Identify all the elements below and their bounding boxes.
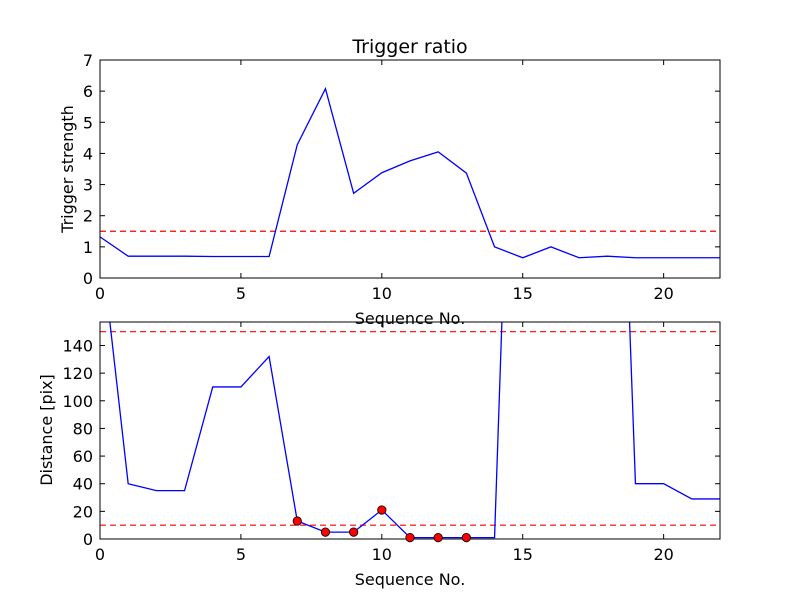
data-marker <box>405 533 415 543</box>
x-tick-label: 5 <box>236 545 246 564</box>
x-tick-label: 5 <box>236 284 246 303</box>
y-tick-label: 0 <box>83 269 93 288</box>
x-tick-label: 20 <box>653 545 673 564</box>
y-tick-label: 6 <box>83 82 93 101</box>
data-marker <box>433 533 443 543</box>
y-tick-label: 1 <box>83 238 93 257</box>
y-tick-label: 40 <box>73 475 93 494</box>
y-tick-label: 120 <box>62 364 93 383</box>
y-tick-label: 5 <box>83 113 93 132</box>
trigger-ratio-plot: Trigger ratio 0 5 10 15 20 0 1 2 3 4 5 6 7 Sequence … <box>58 36 721 328</box>
y-tick-label: 140 <box>62 336 93 355</box>
y-tick-label: 4 <box>83 144 93 163</box>
y-tick-label: 60 <box>73 447 93 466</box>
x-tick-label: 10 <box>372 545 392 564</box>
y-tick-label: 2 <box>83 207 93 226</box>
plot-frame <box>99 59 721 279</box>
series-line <box>109 322 720 539</box>
top-axis-ticks: 0 5 10 15 20 0 1 2 3 4 5 6 7 <box>83 51 720 303</box>
x-axis-label: Sequence No. <box>355 309 466 328</box>
x-tick-label: 0 <box>95 284 105 303</box>
y-axis-label: Trigger strength <box>58 105 77 234</box>
x-tick-label: 10 <box>372 284 392 303</box>
plot-frame <box>99 321 721 540</box>
top-plot-lines <box>100 86 720 259</box>
series-line <box>100 86 720 259</box>
y-tick-label: 7 <box>83 51 93 70</box>
data-marker <box>377 505 387 515</box>
bottom-plot-lines <box>100 322 720 539</box>
data-marker <box>349 527 359 537</box>
data-marker <box>292 516 302 526</box>
bottom-markers <box>292 505 471 543</box>
x-tick-label: 15 <box>513 284 533 303</box>
y-axis-label: Distance [pix] <box>37 374 56 486</box>
data-marker <box>320 527 331 537</box>
chart-title: Trigger ratio <box>351 36 467 58</box>
y-tick-label: 80 <box>73 419 93 438</box>
x-tick-label: 0 <box>95 545 105 564</box>
y-tick-label: 3 <box>83 176 93 195</box>
y-tick-label: 20 <box>73 502 93 521</box>
bottom-axis-ticks: 0 5 10 15 20 0 20 40 60 80 100 120 140 <box>62 322 720 564</box>
y-tick-label: 0 <box>83 530 93 549</box>
y-tick-label: 100 <box>62 392 93 411</box>
data-marker <box>461 533 471 543</box>
x-axis-label: Sequence No. <box>355 570 466 589</box>
x-tick-label: 20 <box>653 284 673 303</box>
x-tick-label: 15 <box>513 545 533 564</box>
